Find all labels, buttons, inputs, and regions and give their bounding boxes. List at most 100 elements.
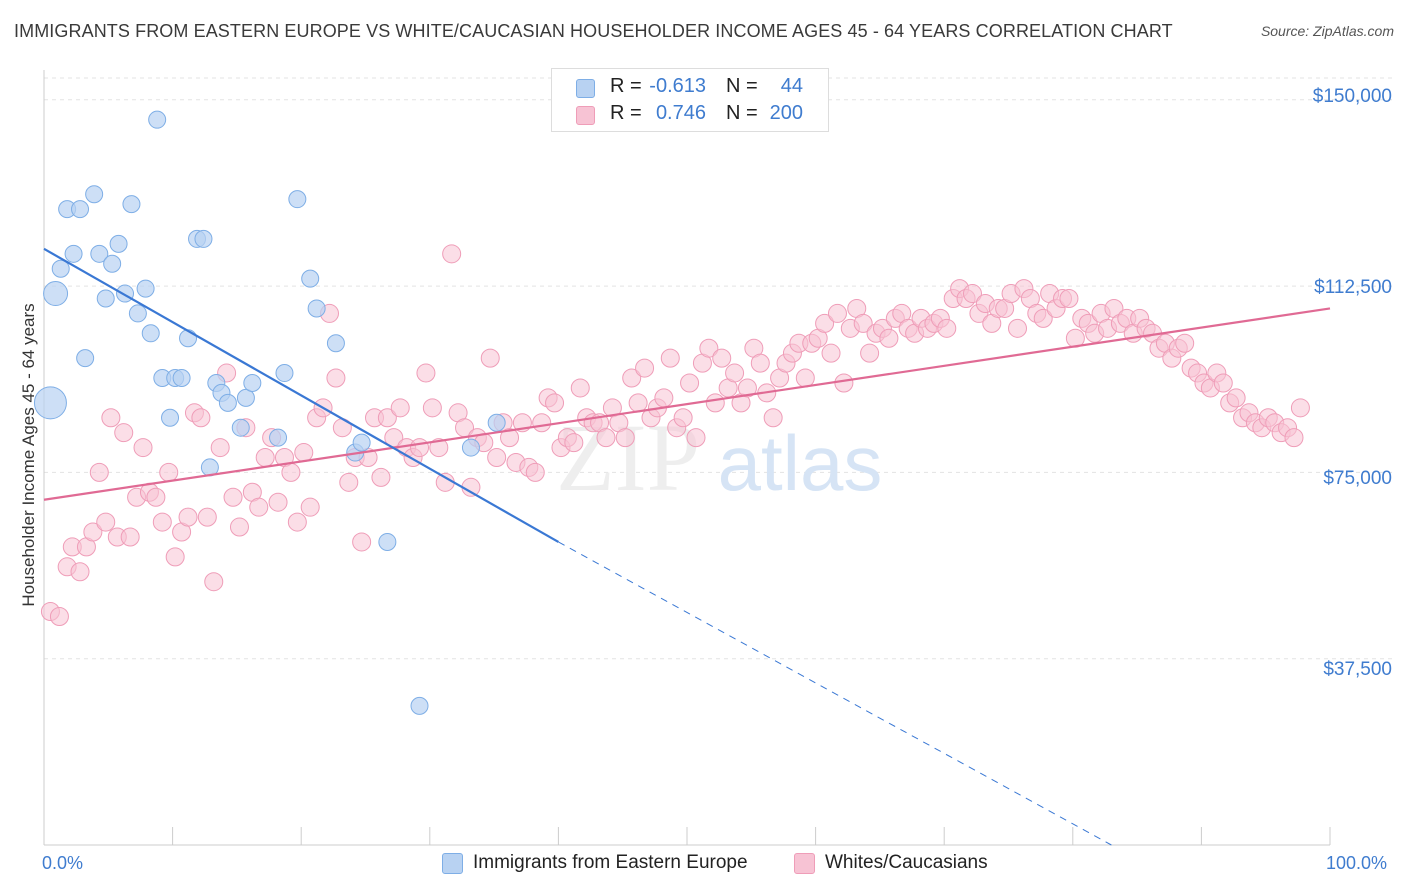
data-point-immigrants [51,259,70,278]
legend-n-value: 44 [780,75,803,97]
data-point-whites [705,393,725,413]
data-point-whites [635,358,655,378]
trend-line-immigrants [43,247,559,543]
data-point-immigrants [141,324,160,343]
data-point-whites [815,313,835,333]
legend-label-whites: Whites/Caucasians [825,852,988,873]
data-point-whites [737,378,757,398]
data-point-whites [377,408,397,428]
watermark-atlas: atlas [718,419,883,507]
data-point-whites [763,408,783,428]
data-point-immigrants [76,349,95,368]
data-point-whites [300,497,320,517]
legend-r-value: 0.746 [655,102,706,124]
y-tick-label: $37,500 [1323,659,1392,680]
data-point-whites [96,512,116,532]
data-point-immigrants [236,388,255,407]
data-point-whites [1284,428,1304,448]
data-point-whites [229,517,249,537]
legend-r-value: -0.613 [649,75,706,97]
data-point-immigrants [64,244,83,263]
data-point-immigrants [96,289,115,308]
data-point-immigrants [90,244,109,263]
chart-title: IMMIGRANTS FROM EASTERN EUROPE VS WHITE/… [14,21,1173,41]
data-point-immigrants [85,185,104,204]
data-point-immigrants [288,190,307,209]
data-point-whites [152,512,172,532]
data-point-whites [860,343,880,363]
data-point-whites [410,438,430,458]
data-point-whites [422,398,442,418]
data-point-whites [133,438,153,458]
data-point-whites [937,318,957,338]
data-point-whites [827,303,847,323]
data-point-immigrants [71,200,90,219]
data-point-whites [70,562,90,582]
legend-label-immigrants: Immigrants from Eastern Europe [473,852,748,873]
data-point-whites [654,388,674,408]
legend-swatch-blue [576,79,595,98]
data-point-whites [165,547,185,567]
data-point-whites [114,423,134,443]
data-point-whites [834,373,854,393]
data-point-whites [416,363,436,383]
data-point-immigrants [43,281,69,307]
data-point-immigrants [128,304,147,323]
data-point-whites [442,244,462,264]
data-point-whites [795,368,815,388]
legend-r-label: R = [610,75,642,97]
data-point-immigrants [218,393,237,412]
data-point-whites [83,522,103,542]
data-point-whites [686,428,706,448]
data-point-whites [615,428,635,448]
data-point-whites [326,368,346,388]
data-point-whites [680,373,700,393]
legend-r-label: R = [610,102,642,124]
data-point-whites [197,507,217,527]
data-point-whites [487,448,507,467]
data-point-immigrants [326,334,345,353]
legend-n-label: N = [726,75,758,97]
data-point-whites [146,487,166,507]
data-point-whites [49,606,69,626]
data-point-whites [435,472,455,492]
data-point-whites [821,343,841,363]
data-point-whites [1033,308,1053,328]
data-point-whites [532,413,552,433]
data-point-immigrants [161,408,180,427]
data-point-whites [750,353,770,373]
data-point-whites [294,443,314,463]
legend-swatch-blue [442,853,463,874]
data-point-immigrants [243,373,262,392]
data-point-whites [1008,318,1028,338]
data-point-immigrants [109,234,128,253]
data-point-immigrants [136,279,155,298]
data-point-whites [210,438,230,458]
data-point-whites [570,378,590,398]
series-whites-points [40,244,1310,626]
data-point-whites [191,408,211,428]
data-point-whites [101,408,121,428]
data-point-immigrants [269,428,288,447]
data-point-immigrants [301,269,320,288]
data-point-immigrants [461,438,480,457]
data-point-whites [699,338,719,358]
correlation-legend: R = -0.613 N = 44 R = 0.746 N = 200 [551,68,829,132]
y-tick-label: $150,000 [1312,86,1392,107]
data-point-whites [1059,289,1079,309]
data-point-whites [545,393,565,413]
axes [43,70,1331,846]
data-point-whites [204,572,224,592]
data-point-whites [962,284,982,304]
data-point-whites [339,472,359,492]
data-point-whites [1290,398,1310,418]
data-point-immigrants [231,418,250,437]
data-point-immigrants [122,195,141,214]
data-point-whites [712,348,732,368]
data-point-whites [178,507,198,527]
data-point-whites [596,428,616,448]
legend-swatch-pink [576,106,595,125]
data-point-immigrants [179,329,198,348]
data-point-whites [429,438,449,458]
data-point-whites [480,348,500,368]
